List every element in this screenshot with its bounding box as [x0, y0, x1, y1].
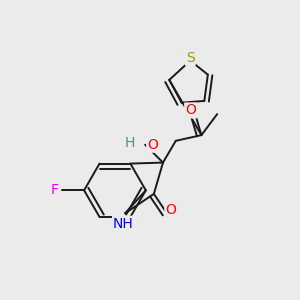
Text: NH: NH [113, 217, 134, 231]
Text: O: O [147, 138, 158, 152]
Text: O: O [165, 203, 176, 217]
Text: S: S [186, 51, 195, 65]
Text: H: H [125, 136, 135, 150]
Text: F: F [51, 183, 59, 197]
Text: O: O [185, 103, 196, 118]
